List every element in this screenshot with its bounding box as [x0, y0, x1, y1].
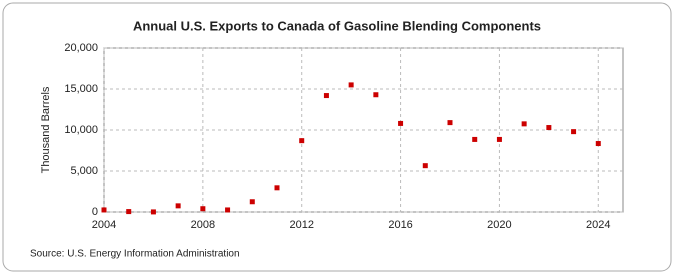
data-point: [150, 209, 156, 215]
data-point: [595, 141, 601, 147]
data-point: [126, 209, 132, 215]
x-tick-label: 2016: [388, 219, 412, 231]
y-tick-label: 10,000: [64, 124, 98, 136]
y-tick-label: 15,000: [64, 83, 98, 95]
data-point: [299, 138, 305, 144]
data-point: [472, 136, 478, 142]
data-point: [348, 82, 354, 88]
data-point: [373, 92, 379, 98]
x-tick-label: 2012: [289, 219, 313, 231]
source-note: Source: U.S. Energy Information Administ…: [30, 249, 240, 260]
data-point: [323, 93, 329, 99]
chart-title: Annual U.S. Exports to Canada of Gasolin…: [133, 18, 541, 33]
data-point: [422, 163, 428, 169]
y-tick-label: 0: [92, 206, 98, 218]
x-tick-label: 2008: [191, 219, 215, 231]
data-point: [521, 121, 527, 127]
data-point: [274, 185, 280, 191]
x-tick-label: 2020: [487, 219, 511, 231]
y-axis-label: Thousand Barrels: [40, 86, 52, 173]
y-tick-label: 20,000: [64, 42, 98, 54]
data-point: [447, 120, 453, 126]
data-point: [225, 207, 231, 213]
data-point: [101, 207, 107, 213]
chart-frame: [2, 2, 672, 272]
y-tick-label: 5,000: [70, 165, 98, 177]
x-tick-label: 2024: [586, 219, 610, 231]
data-point: [200, 206, 206, 212]
data-point: [249, 199, 255, 205]
data-point: [398, 120, 404, 126]
data-point: [496, 136, 502, 142]
data-point: [175, 203, 181, 209]
data-point: [571, 129, 577, 135]
x-tick-label: 2004: [92, 219, 116, 231]
data-point: [546, 125, 552, 131]
